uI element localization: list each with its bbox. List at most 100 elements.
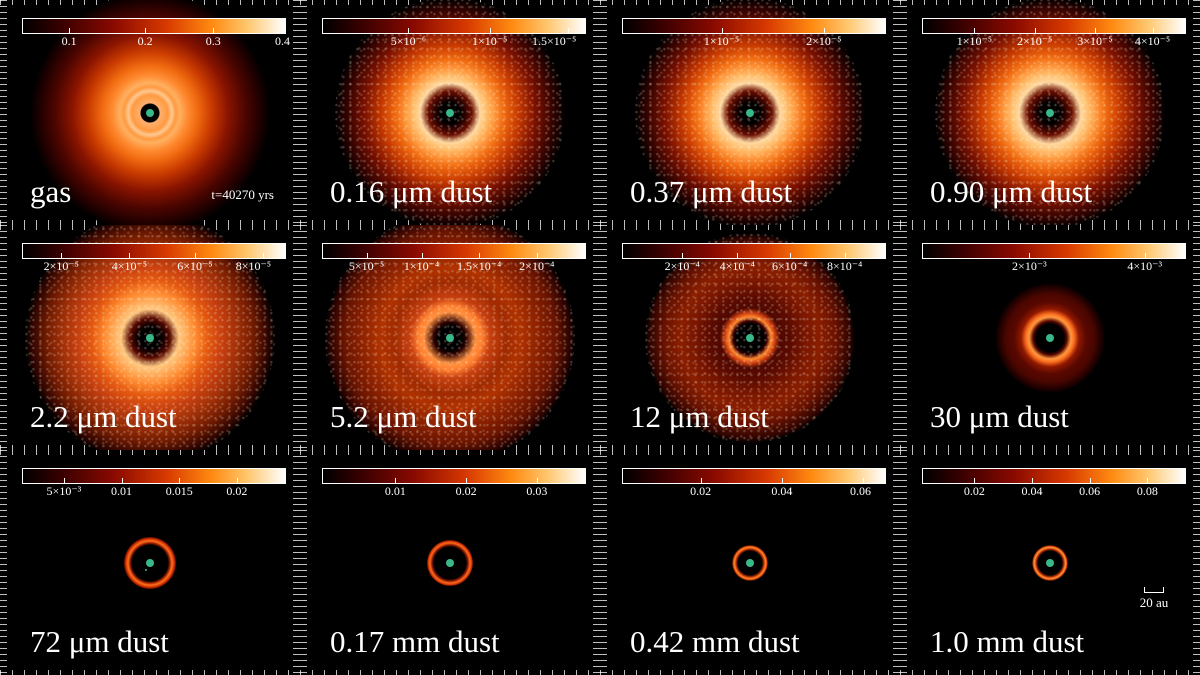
colorbar-tick-label: 0.02 xyxy=(455,484,477,498)
colorbar-tick-mark xyxy=(479,253,481,258)
planet-marker xyxy=(446,108,454,117)
colorbar-tick-mark xyxy=(568,28,570,33)
colorbar-tick-mark xyxy=(1034,28,1036,33)
colorbar-tick-mark xyxy=(974,478,976,483)
colorbar-ticks: 0.02 0.04 0.06 0.08 xyxy=(922,478,1186,498)
colorbar xyxy=(622,243,886,259)
colorbar-tick-label: 2×10⁻⁴ xyxy=(664,259,700,273)
panel-dust-2.2um: 2×10⁻⁵ 4×10⁻⁵ 6×10⁻⁵ 8×10⁻⁵ 2.2 μm dust xyxy=(0,225,300,450)
colorbar-tick-mark xyxy=(1094,28,1096,33)
planet-marker-secondary xyxy=(145,568,147,571)
colorbar-tick-mark xyxy=(1089,478,1091,483)
colorbar-tick-label: 2×10⁻³ xyxy=(1012,259,1047,273)
colorbar-tick-label: 6×10⁻⁵ xyxy=(177,259,213,273)
planet-marker xyxy=(746,558,754,567)
colorbar xyxy=(322,243,586,259)
colorbar-tick-label: 1×10⁻⁴ xyxy=(403,259,440,273)
colorbar-tick-label: 0.06 xyxy=(1079,484,1101,498)
colorbar-tick-label: 1.5×10⁻⁵ xyxy=(531,34,577,48)
colorbar-tick-label: 5×10⁻³ xyxy=(46,484,82,498)
colorbar-tick-mark xyxy=(129,253,131,258)
colorbar-ticks: 0.01 0.02 0.03 xyxy=(322,478,586,498)
colorbar-tick-mark xyxy=(536,253,538,258)
colorbar-tick-mark xyxy=(721,28,723,33)
colorbar-tick-label: 4×10⁻⁵ xyxy=(1134,34,1171,48)
colorbar-tick-label: 0.4 xyxy=(275,34,290,48)
colorbar-tick-label: 1×10⁻⁵ xyxy=(703,34,740,48)
panel-label: 12 μm dust xyxy=(630,399,769,434)
colorbar-tick-label: 4×10⁻³ xyxy=(1127,259,1163,273)
planet-marker xyxy=(146,108,154,117)
colorbar-tick-mark xyxy=(781,478,783,483)
colorbar xyxy=(922,18,1186,34)
panel-label: 0.42 mm dust xyxy=(630,624,800,659)
colorbar-ticks: 5×10⁻³ 0.01 0.015 0.02 xyxy=(22,478,286,498)
colorbar-tick-mark xyxy=(489,28,491,33)
time-label: t=40270 yrs xyxy=(211,187,274,202)
colorbar-tick-label: 0.04 xyxy=(771,484,793,498)
panel-label: 5.2 μm dust xyxy=(330,399,477,434)
planet-marker xyxy=(1046,333,1054,342)
colorbar-ticks: 1×10⁻⁵ 2×10⁻⁵ 3×10⁻⁵ 4×10⁻⁵ xyxy=(922,28,1186,48)
scale-bar-label: 20 au xyxy=(1139,595,1169,610)
colorbar-tick-label: 0.04 xyxy=(1021,484,1043,498)
colorbar-tick-mark xyxy=(236,478,238,483)
planet-marker xyxy=(146,558,154,567)
panel-label: 0.37 μm dust xyxy=(630,174,793,209)
colorbar-tick-mark xyxy=(1144,253,1146,258)
colorbar-tick-label: 0.1 xyxy=(61,34,77,48)
colorbar-tick-mark xyxy=(179,478,181,483)
colorbar-tick-label: 0.03 xyxy=(526,484,548,498)
colorbar-ticks: 2×10⁻⁴ 4×10⁻⁴ 6×10⁻⁴ 8×10⁻⁴ xyxy=(622,253,886,273)
colorbar xyxy=(922,243,1186,259)
panel-label: 0.16 μm dust xyxy=(330,174,493,209)
panel-label: 72 μm dust xyxy=(30,624,169,659)
colorbar-tick-label: 8×10⁻⁵ xyxy=(235,259,272,273)
colorbar-tick-label: 2×10⁻⁵ xyxy=(806,34,842,48)
panel-dust-0.37um: 1×10⁻⁵ 2×10⁻⁵ 0.37 μm dust xyxy=(600,0,900,225)
colorbar-tick-mark xyxy=(1152,28,1154,33)
panel-dust-1.0mm: 0.02 0.04 0.06 0.08 1.0 mm dust 20 au xyxy=(900,450,1200,675)
colorbar-ticks: 5×10⁻⁶ 1×10⁻⁵ 1.5×10⁻⁵ xyxy=(322,28,586,48)
scale-bar: 20 au xyxy=(1134,587,1174,611)
colorbar-tick-mark xyxy=(789,253,791,258)
disk-image xyxy=(645,232,855,443)
colorbar-tick-mark xyxy=(263,253,265,258)
colorbar-tick-mark xyxy=(974,28,976,33)
colorbar-tick-mark xyxy=(213,28,215,33)
panel-dust-72um: 5×10⁻³ 0.01 0.015 0.02 72 μm dust xyxy=(0,450,300,675)
panel-label: 0.17 mm dust xyxy=(330,624,500,659)
panel-label: 0.90 μm dust xyxy=(930,174,1093,209)
colorbar-tick-label: 0.02 xyxy=(690,484,712,498)
planet-marker xyxy=(446,558,454,567)
panel-gas: 0.1 0.2 0.3 0.4 gas t=40270 yrs xyxy=(0,0,300,225)
planet-marker xyxy=(1046,558,1054,567)
colorbar-tick-mark xyxy=(466,478,468,483)
panel-dust-12um: 2×10⁻⁴ 4×10⁻⁴ 6×10⁻⁴ 8×10⁻⁴ 12 μm dust xyxy=(600,225,900,450)
colorbar-tick-label: 4×10⁻⁵ xyxy=(111,259,148,273)
colorbar xyxy=(22,243,286,259)
colorbar-tick-mark xyxy=(682,253,684,258)
colorbar xyxy=(622,468,886,484)
colorbar-tick-mark xyxy=(69,28,71,33)
panel-dust-30um: 2×10⁻³ 4×10⁻³ 30 μm dust xyxy=(900,225,1200,450)
colorbar-tick-label: 2×10⁻⁴ xyxy=(519,259,555,273)
colorbar xyxy=(322,468,586,484)
panel-label: 30 μm dust xyxy=(930,399,1069,434)
panel-dust-5.2um: 5×10⁻⁵ 1×10⁻⁴ 1.5×10⁻⁴ 2×10⁻⁴ 5.2 μm dust xyxy=(300,225,600,450)
panel-dust-0.16um: 5×10⁻⁶ 1×10⁻⁵ 1.5×10⁻⁵ 0.16 μm dust xyxy=(300,0,600,225)
colorbar-tick-label: 6×10⁻⁴ xyxy=(772,259,808,273)
colorbar-tick-label: 5×10⁻⁵ xyxy=(348,259,385,273)
planet-marker xyxy=(746,108,754,117)
colorbar-ticks: 2×10⁻⁵ 4×10⁻⁵ 6×10⁻⁵ 8×10⁻⁵ xyxy=(22,253,286,273)
colorbar-tick-label: 1.5×10⁻⁴ xyxy=(457,259,502,273)
colorbar-tick-label: 8×10⁻⁴ xyxy=(827,259,863,273)
panel-dust-0.90um: 1×10⁻⁵ 2×10⁻⁵ 3×10⁻⁵ 4×10⁻⁵ 0.90 μm dust xyxy=(900,0,1200,225)
colorbar-tick-label: 4×10⁻⁴ xyxy=(719,259,755,273)
panel-label: 2.2 μm dust xyxy=(30,399,177,434)
disk-image xyxy=(25,225,275,450)
colorbar-tick-mark xyxy=(145,28,147,33)
colorbar-tick-mark xyxy=(121,478,123,483)
planet-marker xyxy=(146,333,154,342)
colorbar-tick-label: 0.06 xyxy=(850,484,872,498)
